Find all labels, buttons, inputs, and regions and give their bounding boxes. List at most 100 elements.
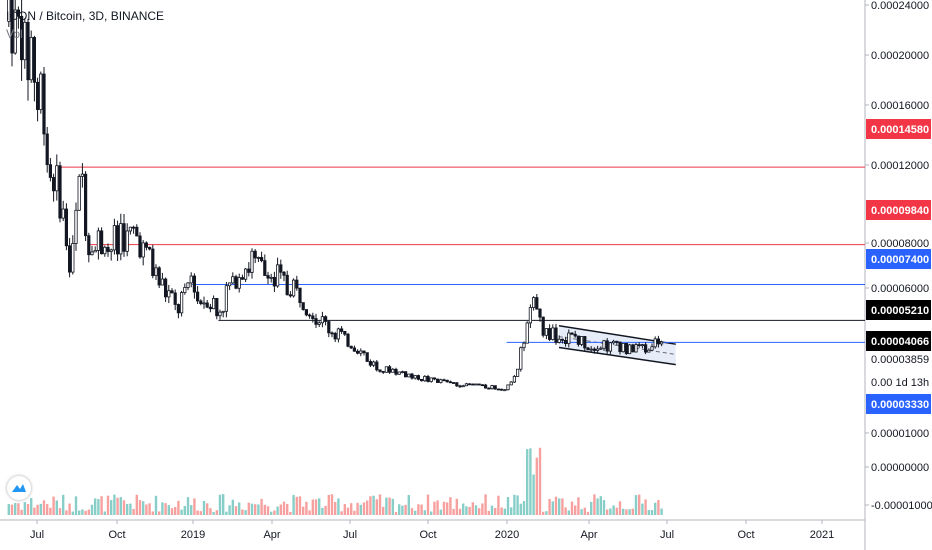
candle-down: [26, 21, 30, 81]
candle-up: [317, 322, 321, 325]
volume-bar: [174, 507, 177, 515]
volume-bar: [471, 502, 474, 515]
volume-bar: [260, 498, 263, 515]
candle-down: [272, 276, 277, 287]
candle-down: [48, 164, 53, 178]
candle-up: [29, 37, 33, 81]
candle-up: [336, 328, 341, 340]
volume-bar: [631, 508, 634, 515]
volume-bar: [510, 507, 513, 515]
candle-down: [349, 345, 353, 349]
candle-down: [138, 235, 142, 258]
volume-bar: [244, 510, 247, 515]
candle-down: [583, 336, 587, 349]
candle-down: [493, 385, 497, 390]
candle-down: [234, 276, 238, 289]
candle-up: [211, 297, 216, 310]
x-tick-label: Jul: [343, 529, 357, 541]
candle-down: [311, 315, 315, 319]
candle-down: [487, 387, 491, 390]
candle-up: [237, 277, 241, 289]
symbol-title[interactable]: ICON / Bitcoin, 3D, BINANCE: [6, 9, 165, 23]
candle-up: [74, 209, 78, 244]
x-tick-label: Oct: [737, 529, 754, 541]
candle-down: [394, 368, 398, 375]
candle-up: [621, 342, 625, 353]
channel-mid-line: [558, 336, 676, 355]
volume-bar: [138, 500, 142, 515]
volume-bar: [94, 498, 97, 515]
volume-bar: [97, 499, 100, 515]
volume-bar: [551, 501, 554, 515]
price-label-bg: [866, 331, 931, 351]
candle-up: [275, 264, 280, 287]
candle-up: [612, 340, 616, 344]
candle-down: [352, 347, 357, 352]
volume-bar: [257, 504, 260, 515]
volume-bar: [10, 504, 14, 515]
y-tick-label: 0.00024000: [871, 0, 929, 12]
volume-bar: [478, 508, 481, 515]
volume-bar: [122, 500, 126, 515]
volume-bar: [586, 511, 590, 515]
volume-bar: [394, 511, 398, 515]
volume-bar: [436, 500, 439, 515]
volume-bar: [346, 507, 350, 515]
volume-bar: [7, 504, 10, 515]
candle-up: [400, 371, 405, 374]
candle-down: [346, 333, 350, 347]
volume-bar: [359, 504, 362, 515]
volume-bar: [186, 497, 190, 515]
candle-up: [544, 328, 549, 336]
candle-up: [218, 311, 222, 317]
candle-down: [170, 290, 174, 294]
candle-down: [151, 248, 155, 276]
volume-bar: [314, 499, 318, 515]
candle-up: [474, 383, 478, 386]
volume-bar: [590, 501, 593, 515]
volume-bar: [103, 511, 106, 515]
volume-bar: [398, 504, 401, 515]
candle-up: [160, 278, 164, 286]
candle-down: [419, 378, 424, 382]
volume-bar: [225, 511, 228, 515]
volume-bar: [126, 504, 129, 515]
volume-bar: [362, 502, 366, 515]
volume-bar: [455, 498, 458, 515]
candle-down: [19, 15, 24, 61]
volume-bar: [545, 511, 548, 515]
volume-bar: [641, 503, 644, 515]
candle-up: [423, 375, 427, 382]
volume-bar: [158, 511, 161, 515]
volume-bar: [65, 510, 68, 515]
volume-bar: [151, 511, 154, 515]
volume-bar: [74, 496, 78, 515]
volume-bar: [71, 511, 74, 515]
y-tick-label: -0.00001000: [871, 500, 932, 512]
volume-bar: [129, 503, 132, 515]
volume-bar: [110, 500, 113, 515]
candle-up: [243, 268, 248, 280]
candle-up: [532, 297, 536, 308]
candle-down: [259, 257, 264, 262]
volume-bar: [170, 508, 174, 515]
volume-bar: [23, 502, 26, 515]
volume-indicator-label[interactable]: Vol: [6, 27, 23, 41]
volume-bar: [234, 506, 238, 515]
x-tick-label: 2021: [810, 529, 834, 541]
volume-bar: [218, 494, 222, 515]
volume-bar: [36, 504, 39, 515]
volume-bar: [14, 503, 17, 515]
volume-bar: [353, 510, 356, 515]
x-tick-label: Jul: [660, 529, 674, 541]
volume-bar: [458, 508, 462, 515]
y-tick-label: 0.00006000: [871, 283, 929, 295]
candle-down: [541, 316, 545, 336]
price-label: 0.00009840: [871, 205, 929, 217]
candle-up: [359, 350, 363, 354]
tradingview-logo-icon[interactable]: [7, 476, 31, 500]
candle-up: [61, 208, 65, 219]
candle-down: [573, 333, 577, 337]
candle-down: [592, 348, 597, 351]
